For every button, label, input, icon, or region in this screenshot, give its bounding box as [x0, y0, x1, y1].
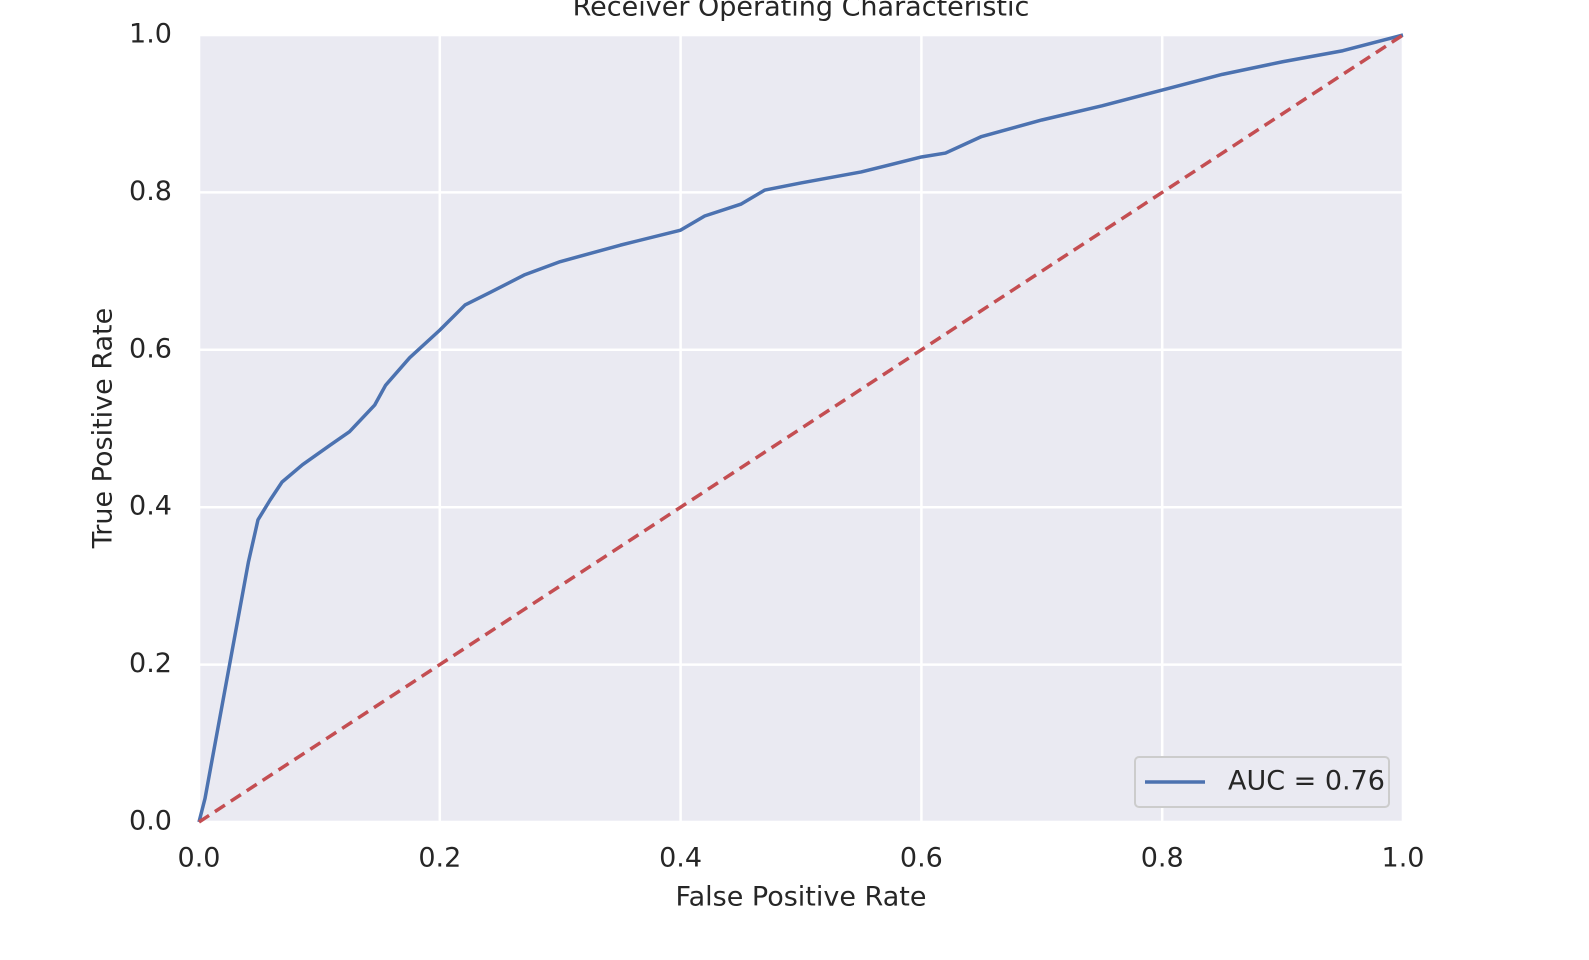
x-tick-label: 1.0	[1382, 843, 1425, 874]
y-tick-label: 0.6	[129, 333, 172, 364]
x-tick-label: 0.6	[900, 843, 943, 874]
y-axis-label: True Positive Rate	[88, 308, 119, 550]
y-tick-label: 0.2	[129, 648, 172, 679]
y-tick-label: 0.8	[129, 176, 172, 207]
x-tick-label: 0.0	[178, 843, 221, 874]
y-tick-label: 0.4	[129, 491, 172, 522]
y-tick-label: 1.0	[129, 19, 172, 50]
legend-label: AUC = 0.76	[1228, 766, 1385, 797]
y-tick-label: 0.0	[129, 806, 172, 837]
x-axis-label: False Positive Rate	[676, 882, 927, 913]
roc-line	[197, 33, 1404, 823]
legend-box	[1134, 756, 1390, 808]
diagonal-line	[198, 33, 1404, 824]
x-tick-label: 0.2	[418, 843, 461, 874]
chart-title: Receiver Operating Characteristic	[573, 0, 1030, 23]
x-tick-label: 0.8	[1141, 843, 1184, 874]
x-tick-label: 0.4	[659, 843, 702, 874]
